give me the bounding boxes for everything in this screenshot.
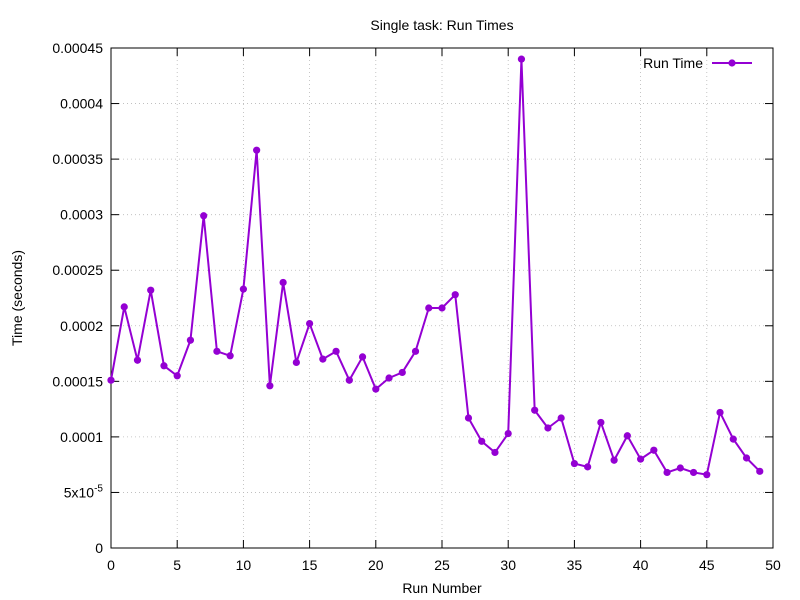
data-point [160, 362, 168, 370]
series-run-time [107, 55, 764, 479]
y-tick-label: 5x10-5 [64, 483, 104, 500]
chart-title: Single task: Run Times [370, 17, 513, 33]
data-point [226, 352, 234, 360]
data-point [584, 463, 592, 471]
x-tick-label: 35 [567, 557, 583, 573]
axis-ticks [110, 47, 774, 549]
y-axis-tick-labels: 0 5x10-5 0.0001 0.00015 0.0002 0.00025 0.0003 0… [52, 40, 103, 556]
data-point [266, 382, 274, 390]
data-point [557, 414, 565, 422]
legend-marker [728, 59, 736, 67]
data-point [425, 304, 433, 312]
y-tick-label: 0.00015 [52, 373, 103, 389]
x-tick-label: 5 [173, 557, 181, 573]
y-axis-title: Time (seconds) [9, 250, 25, 346]
x-tick-label: 40 [633, 557, 649, 573]
data-point [385, 374, 393, 382]
x-tick-label: 25 [434, 557, 450, 573]
x-axis-tick-labels: 0 5 10 15 20 25 30 35 40 45 50 [107, 557, 781, 573]
legend: Run Time [643, 55, 752, 71]
data-point [517, 55, 526, 63]
data-point [358, 353, 367, 361]
data-point [663, 468, 671, 477]
x-tick-label: 30 [500, 557, 516, 573]
data-point [133, 356, 142, 364]
data-point [464, 414, 473, 422]
data-point [623, 432, 631, 440]
data-point [213, 347, 221, 355]
y-tick-label: 0.0002 [60, 318, 103, 334]
data-point [742, 454, 751, 462]
data-point [756, 467, 764, 475]
data-point [597, 418, 605, 427]
y-tick-label: 0.00035 [52, 151, 103, 167]
data-point [637, 455, 645, 463]
x-axis-title: Run Number [402, 580, 482, 596]
data-point [239, 285, 247, 293]
data-point [610, 456, 618, 464]
x-tick-label: 50 [765, 557, 781, 573]
y-tick-label: 0.00025 [52, 262, 103, 278]
data-point [491, 448, 499, 457]
grid [111, 48, 773, 548]
data-point [531, 406, 539, 414]
x-tick-label: 15 [302, 557, 318, 573]
y-tick-label: 0.0001 [60, 429, 103, 445]
x-tick-label: 10 [236, 557, 252, 573]
y-tick-label: 0.0003 [60, 207, 103, 223]
x-tick-label: 0 [107, 557, 115, 573]
data-point [676, 464, 684, 472]
data-point [689, 468, 698, 477]
data-point [319, 355, 327, 363]
data-point [544, 424, 552, 432]
data-point [438, 304, 446, 312]
data-point [173, 372, 181, 380]
series-line [110, 58, 761, 476]
y-tick-label: 0.00045 [52, 40, 103, 56]
data-point [279, 278, 287, 287]
data-point [306, 319, 314, 328]
data-point [253, 146, 261, 154]
data-point [650, 446, 658, 454]
data-point [372, 385, 380, 393]
data-point [451, 291, 459, 299]
data-point [332, 347, 340, 355]
data-point [120, 303, 128, 311]
data-point [411, 347, 420, 355]
x-tick-label: 20 [368, 557, 384, 573]
legend-label-run-time: Run Time [643, 55, 703, 71]
data-point [570, 459, 579, 468]
data-point [398, 368, 406, 377]
data-point [292, 358, 300, 367]
data-point [504, 429, 512, 438]
data-point [107, 376, 115, 384]
data-point [200, 212, 208, 220]
data-point [147, 286, 155, 294]
data-point [345, 376, 353, 384]
data-point [478, 437, 486, 445]
data-point [703, 471, 711, 479]
x-tick-label: 45 [699, 557, 715, 573]
data-point [186, 336, 195, 344]
data-point [716, 408, 724, 417]
y-tick-label: 0 [95, 540, 103, 556]
y-tick-label: 0.0004 [60, 96, 103, 112]
data-point [729, 435, 737, 443]
